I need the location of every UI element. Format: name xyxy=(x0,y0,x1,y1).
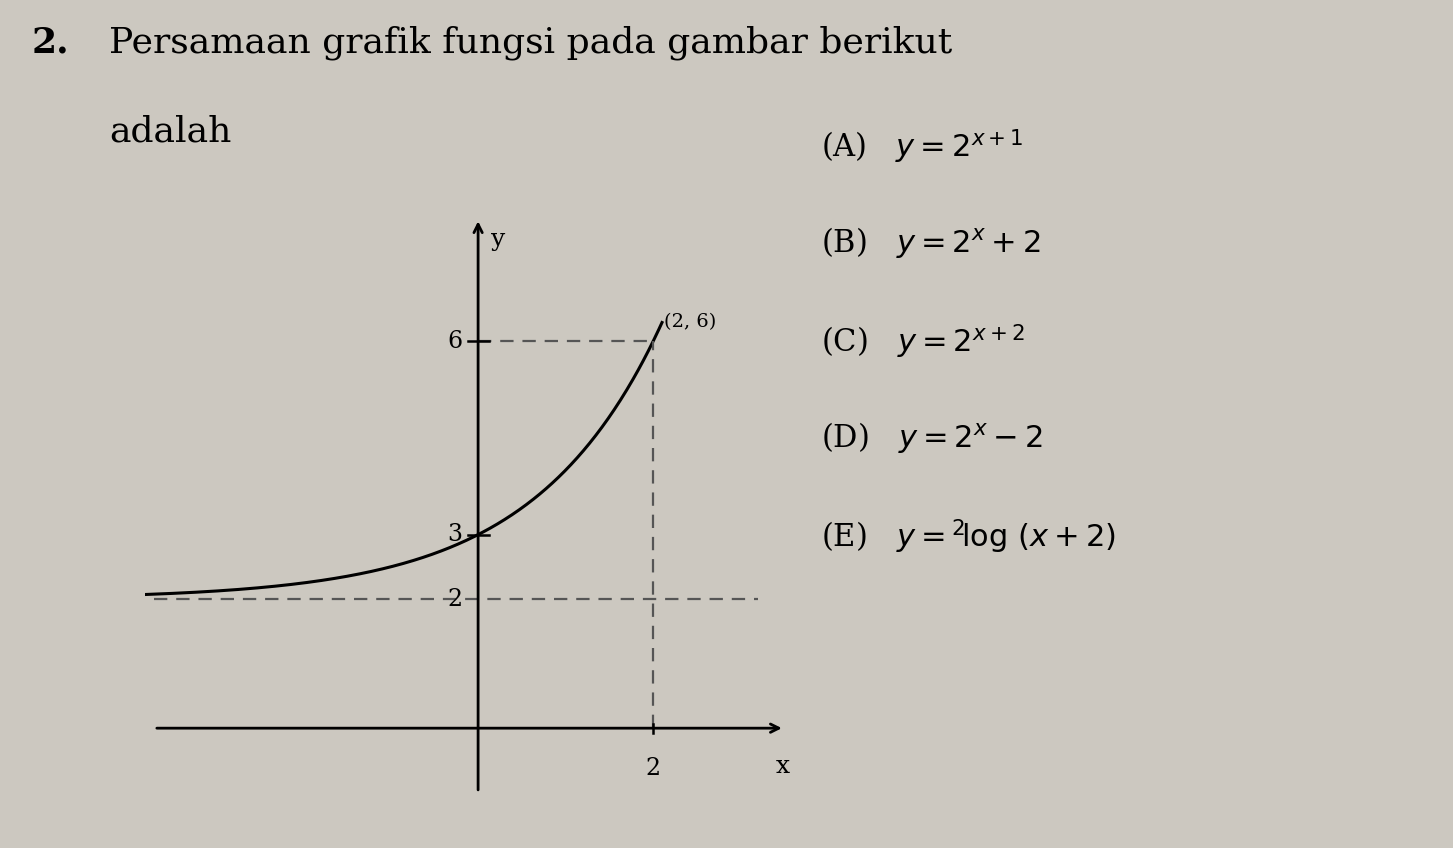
Text: (2, 6): (2, 6) xyxy=(664,314,716,332)
Text: (E)   $y = {}^{2}\!\log\,(x + 2)$: (E) $y = {}^{2}\!\log\,(x + 2)$ xyxy=(821,517,1116,555)
Text: Persamaan grafik fungsi pada gambar berikut: Persamaan grafik fungsi pada gambar beri… xyxy=(109,25,952,60)
Text: (D)   $y = 2^{x} - 2$: (D) $y = 2^{x} - 2$ xyxy=(821,420,1043,455)
Text: 2: 2 xyxy=(448,588,462,611)
Text: x: x xyxy=(776,756,790,778)
Text: adalah: adalah xyxy=(109,114,231,148)
Text: 3: 3 xyxy=(448,523,462,546)
Text: (C)   $y = 2^{x+2}$: (C) $y = 2^{x+2}$ xyxy=(821,322,1024,360)
Text: (B)   $y = 2^{x} + 2$: (B) $y = 2^{x} + 2$ xyxy=(821,225,1040,259)
Text: 2.: 2. xyxy=(32,25,70,59)
Text: (A)   $y = 2^{x+1}$: (A) $y = 2^{x+1}$ xyxy=(821,127,1023,165)
Text: 2: 2 xyxy=(645,757,661,780)
Text: y: y xyxy=(491,228,506,251)
Text: 6: 6 xyxy=(448,330,462,353)
